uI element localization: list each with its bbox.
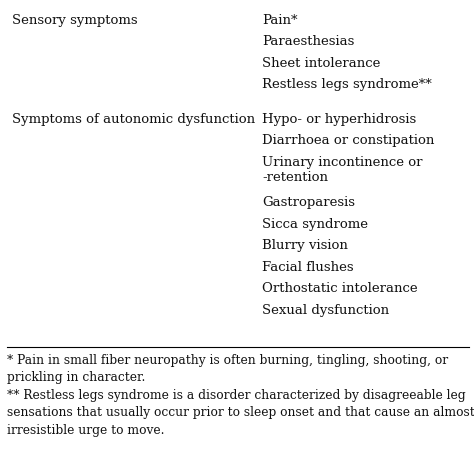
Text: Gastroparesis: Gastroparesis xyxy=(262,196,355,209)
Text: prickling in character.: prickling in character. xyxy=(7,371,146,384)
Text: Orthostatic intolerance: Orthostatic intolerance xyxy=(262,282,418,295)
Text: Urinary incontinence or
-retention: Urinary incontinence or -retention xyxy=(262,156,422,184)
Text: Blurry vision: Blurry vision xyxy=(262,239,348,252)
Text: Restless legs syndrome**: Restless legs syndrome** xyxy=(262,78,432,91)
Text: Sheet intolerance: Sheet intolerance xyxy=(262,57,380,70)
Text: Sicca syndrome: Sicca syndrome xyxy=(262,217,368,231)
Text: Sexual dysfunction: Sexual dysfunction xyxy=(262,303,389,316)
Text: Facial flushes: Facial flushes xyxy=(262,260,354,273)
Text: ** Restless legs syndrome is a disorder characterized by disagreeable leg: ** Restless legs syndrome is a disorder … xyxy=(7,388,465,401)
Text: Diarrhoea or constipation: Diarrhoea or constipation xyxy=(262,134,434,147)
Text: Paraesthesias: Paraesthesias xyxy=(262,35,355,48)
Text: Symptoms of autonomic dysfunction: Symptoms of autonomic dysfunction xyxy=(12,113,255,126)
Text: Hypo- or hyperhidrosis: Hypo- or hyperhidrosis xyxy=(262,113,416,126)
Text: * Pain in small fiber neuropathy is often burning, tingling, shooting, or: * Pain in small fiber neuropathy is ofte… xyxy=(7,353,448,366)
Text: Sensory symptoms: Sensory symptoms xyxy=(12,14,137,27)
Text: irresistible urge to move.: irresistible urge to move. xyxy=(7,423,164,436)
Text: Pain*: Pain* xyxy=(262,14,298,27)
Text: sensations that usually occur prior to sleep onset and that cause an almost: sensations that usually occur prior to s… xyxy=(7,405,474,419)
